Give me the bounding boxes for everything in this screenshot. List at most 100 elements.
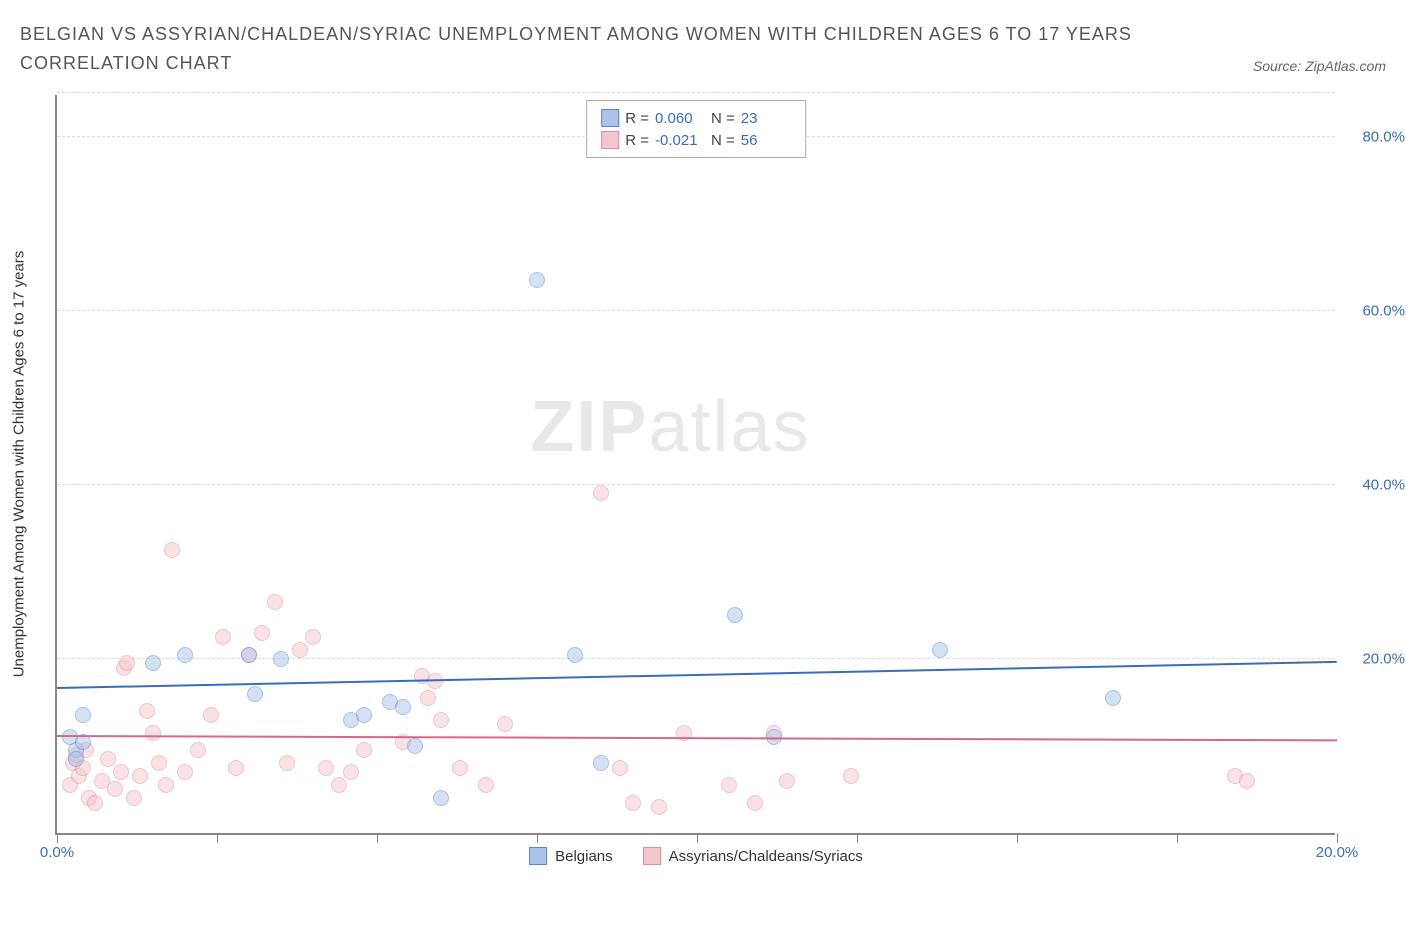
x-tick	[57, 833, 58, 843]
legend-stats: R = 0.060 N = 23 R = -0.021 N = 56	[586, 100, 806, 158]
legend-item-acs: Assyrians/Chaldeans/Syriacs	[643, 847, 863, 865]
data-point-belgians	[145, 655, 161, 671]
data-point-acs	[497, 716, 513, 732]
n-value-acs: 56	[741, 132, 791, 149]
data-point-belgians	[241, 647, 257, 663]
data-point-acs	[651, 799, 667, 815]
trend-line-acs	[57, 735, 1337, 741]
legend-item-belgians: Belgians	[529, 847, 613, 865]
data-point-acs	[452, 760, 468, 776]
data-point-acs	[164, 542, 180, 558]
data-point-belgians	[68, 751, 84, 767]
data-point-acs	[625, 795, 641, 811]
data-point-acs	[318, 760, 334, 776]
data-point-belgians	[932, 642, 948, 658]
data-point-acs	[747, 795, 763, 811]
data-point-belgians	[727, 607, 743, 623]
source-attribution: Source: ZipAtlas.com	[1253, 58, 1386, 74]
data-point-belgians	[529, 272, 545, 288]
n-label: N =	[711, 132, 735, 149]
data-point-acs	[267, 594, 283, 610]
legend-label-acs: Assyrians/Chaldeans/Syriacs	[669, 848, 863, 865]
data-point-acs	[612, 760, 628, 776]
data-point-acs	[113, 764, 129, 780]
data-point-acs	[1239, 773, 1255, 789]
x-tick	[537, 833, 538, 843]
data-point-acs	[292, 642, 308, 658]
swatch-belgians-icon	[529, 847, 547, 865]
legend-series: Belgians Assyrians/Chaldeans/Syriacs	[529, 847, 863, 865]
x-tick	[697, 833, 698, 843]
data-point-belgians	[395, 699, 411, 715]
data-point-belgians	[593, 755, 609, 771]
n-value-belgians: 23	[741, 110, 791, 127]
plot-container: ZIPatlas R = 0.060 N = 23 R = -0.021 N =…	[55, 95, 1385, 865]
legend-label-belgians: Belgians	[555, 848, 613, 865]
x-tick-label: 0.0%	[40, 844, 74, 861]
data-point-acs	[132, 768, 148, 784]
data-point-acs	[87, 795, 103, 811]
data-point-acs	[343, 764, 359, 780]
data-point-acs	[779, 773, 795, 789]
grid-line	[57, 310, 1335, 311]
r-value-belgians: 0.060	[655, 110, 705, 127]
data-point-acs	[305, 629, 321, 645]
data-point-acs	[478, 777, 494, 793]
watermark: ZIPatlas	[530, 386, 810, 468]
data-point-belgians	[407, 738, 423, 754]
data-point-acs	[203, 707, 219, 723]
data-point-acs	[721, 777, 737, 793]
x-tick-label: 20.0%	[1316, 844, 1359, 861]
data-point-acs	[151, 755, 167, 771]
plot-area: ZIPatlas R = 0.060 N = 23 R = -0.021 N =…	[55, 95, 1335, 835]
data-point-belgians	[75, 707, 91, 723]
data-point-acs	[119, 655, 135, 671]
data-point-acs	[279, 755, 295, 771]
r-value-acs: -0.021	[655, 132, 705, 149]
data-point-acs	[433, 712, 449, 728]
legend-stats-row-acs: R = -0.021 N = 56	[601, 129, 791, 151]
y-tick-label: 60.0%	[1362, 302, 1405, 319]
data-point-acs	[356, 742, 372, 758]
legend-stats-row-belgians: R = 0.060 N = 23	[601, 107, 791, 129]
data-point-belgians	[273, 651, 289, 667]
data-point-belgians	[433, 790, 449, 806]
data-point-acs	[254, 625, 270, 641]
data-point-acs	[420, 690, 436, 706]
r-label: R =	[625, 132, 649, 149]
data-point-acs	[126, 790, 142, 806]
data-point-acs	[593, 485, 609, 501]
trend-line-belgians	[57, 661, 1337, 689]
data-point-belgians	[247, 686, 263, 702]
data-point-acs	[177, 764, 193, 780]
data-point-belgians	[356, 707, 372, 723]
data-point-acs	[331, 777, 347, 793]
data-point-acs	[158, 777, 174, 793]
data-point-acs	[100, 751, 116, 767]
x-tick	[1177, 833, 1178, 843]
data-point-belgians	[177, 647, 193, 663]
n-label: N =	[711, 110, 735, 127]
data-point-acs	[139, 703, 155, 719]
x-tick	[377, 833, 378, 843]
x-tick	[1017, 833, 1018, 843]
y-tick-label: 20.0%	[1362, 650, 1405, 667]
y-tick-label: 40.0%	[1362, 476, 1405, 493]
data-point-acs	[843, 768, 859, 784]
swatch-acs-icon	[601, 131, 619, 149]
y-axis-label: Unemployment Among Women with Children A…	[11, 251, 28, 678]
data-point-acs	[215, 629, 231, 645]
data-point-acs	[190, 742, 206, 758]
data-point-acs	[228, 760, 244, 776]
x-tick	[857, 833, 858, 843]
chart-title: BELGIAN VS ASSYRIAN/CHALDEAN/SYRIAC UNEM…	[20, 20, 1220, 78]
data-point-acs	[145, 725, 161, 741]
data-point-acs	[107, 781, 123, 797]
y-tick-label: 80.0%	[1362, 128, 1405, 145]
data-point-belgians	[1105, 690, 1121, 706]
grid-line	[57, 92, 1335, 93]
swatch-acs-icon	[643, 847, 661, 865]
r-label: R =	[625, 110, 649, 127]
swatch-belgians-icon	[601, 109, 619, 127]
x-tick	[1337, 833, 1338, 843]
